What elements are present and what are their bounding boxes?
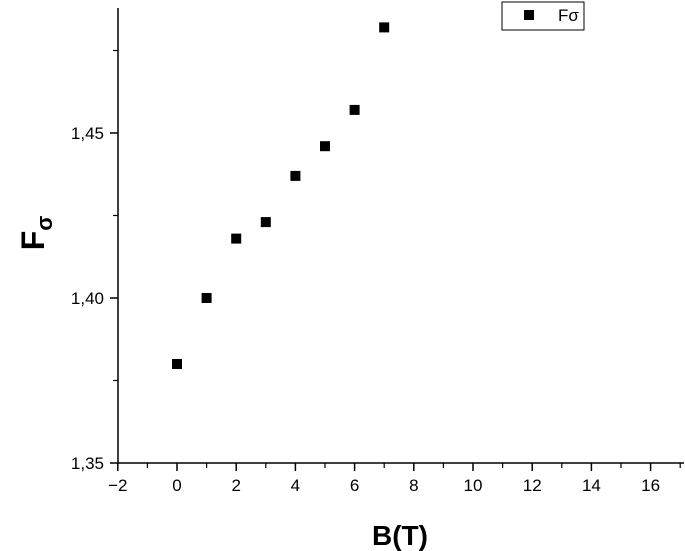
legend: Fσ [501, 1, 585, 31]
y-axis-label-main: F [15, 231, 51, 251]
x-tick-label: 6 [350, 476, 359, 495]
legend-marker [524, 10, 534, 20]
y-tick-label: 1,40 [71, 289, 104, 308]
x-axis-label: B(T) [372, 520, 428, 551]
axes [117, 8, 684, 464]
data-point [231, 233, 242, 244]
x-ticks: −2 0 2 4 6 8 10 12 14 16 [108, 463, 681, 495]
svg-text:Fσ: Fσ [15, 216, 57, 251]
legend-label: Fσ [558, 6, 579, 25]
data-points [172, 22, 390, 369]
y-tick-label: 1,45 [71, 124, 104, 143]
x-tick-label: 4 [291, 476, 300, 495]
x-tick-label: 0 [172, 476, 181, 495]
data-point [320, 141, 330, 152]
x-tick-label: 16 [641, 476, 660, 495]
data-point [290, 170, 301, 181]
x-tick-label: 2 [231, 476, 240, 495]
x-tick-label: −2 [108, 476, 127, 495]
data-point [260, 217, 271, 228]
x-tick-label: 12 [523, 476, 542, 495]
y-ticks: 1,351,401,451,501,551,60 [71, 49, 118, 473]
x-tick-label: 10 [464, 476, 483, 495]
data-point [349, 104, 360, 115]
data-point [201, 293, 212, 303]
legend-box [501, 1, 585, 31]
x-tick-label: 8 [409, 476, 418, 495]
data-point [379, 22, 390, 33]
y-tick-label: 1,35 [71, 454, 104, 473]
x-tick-label: 14 [582, 476, 601, 495]
data-point [172, 359, 182, 369]
y-axis-label: Fσ [15, 216, 57, 251]
y-axis-label-subscript: σ [32, 216, 57, 231]
